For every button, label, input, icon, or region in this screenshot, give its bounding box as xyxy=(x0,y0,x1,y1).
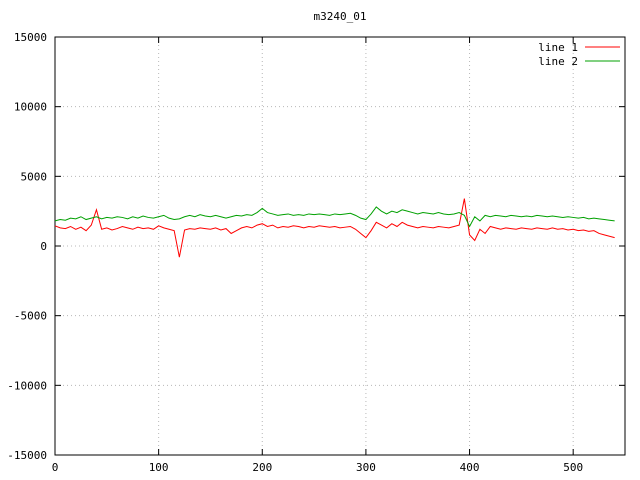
series-line-1 xyxy=(54,198,615,258)
y-tick-label: 5000 xyxy=(21,170,48,183)
y-tick-label: -10000 xyxy=(7,379,47,392)
y-tick-label: -15000 xyxy=(7,449,47,462)
x-tick-label: 500 xyxy=(563,461,583,474)
x-tick-label: 100 xyxy=(149,461,169,474)
chart-title: m3240_01 xyxy=(313,10,367,23)
x-tick-label: 0 xyxy=(52,461,59,474)
y-tick-label: -5000 xyxy=(14,310,47,323)
legend-label: line 2 xyxy=(538,55,578,68)
x-tick-label: 300 xyxy=(356,461,376,474)
y-tick-label: 10000 xyxy=(14,101,47,114)
legend-label: line 1 xyxy=(538,41,578,54)
y-tick-label: 15000 xyxy=(14,31,47,44)
x-tick-label: 200 xyxy=(252,461,272,474)
series-line-2 xyxy=(54,206,615,228)
x-tick-label: 400 xyxy=(460,461,480,474)
y-tick-label: 0 xyxy=(40,240,47,253)
